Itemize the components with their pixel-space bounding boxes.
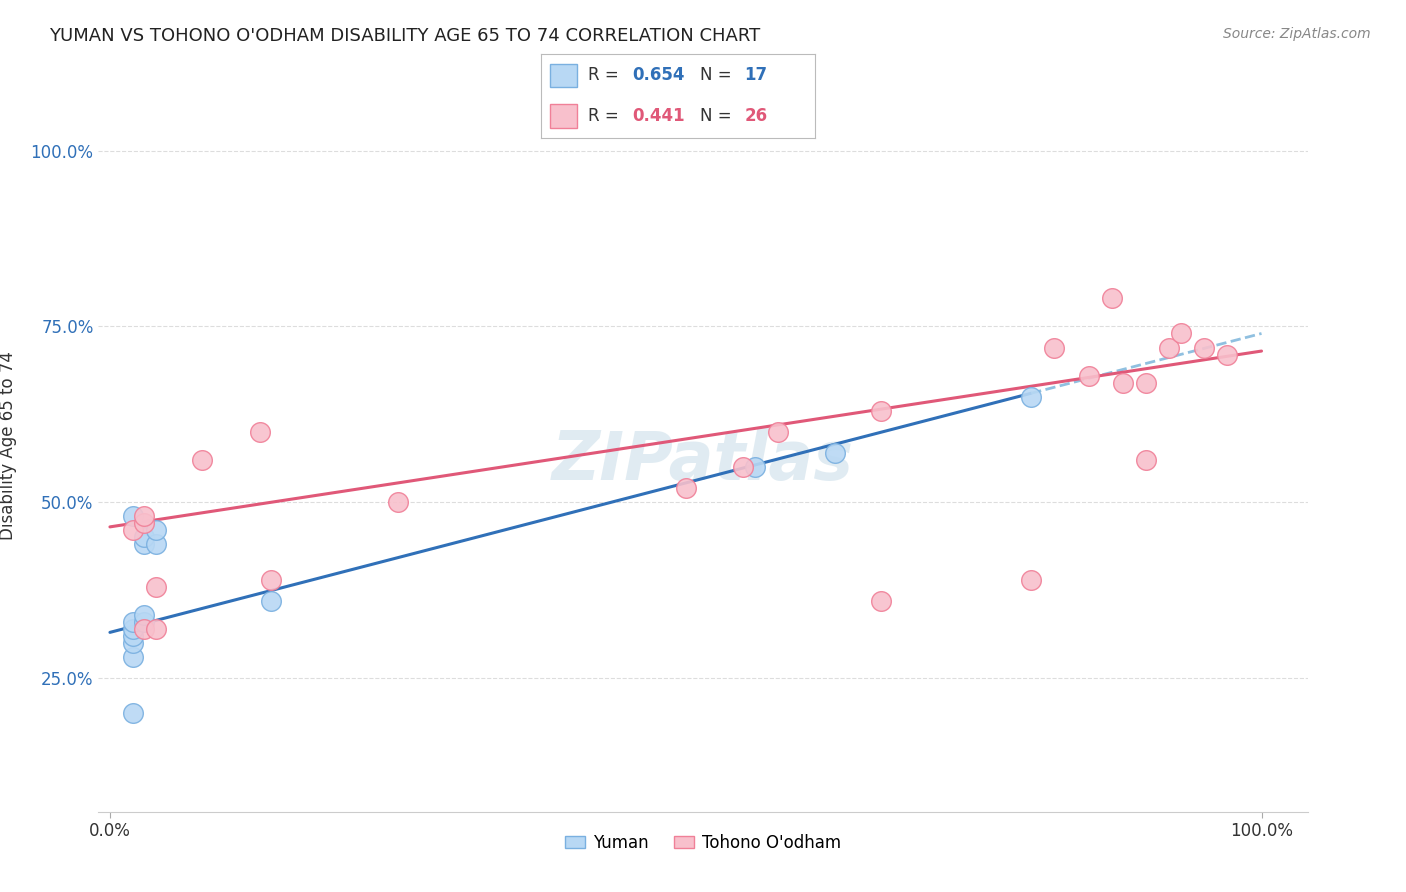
- Point: [122, 509, 145, 524]
- Text: ZIPatlas: ZIPatlas: [553, 427, 853, 493]
- Point: [134, 607, 156, 622]
- Point: [1077, 368, 1099, 383]
- Point: [122, 524, 145, 538]
- Text: 0.654: 0.654: [631, 66, 685, 84]
- Point: [733, 460, 755, 475]
- Text: 17: 17: [744, 66, 768, 84]
- Point: [134, 509, 156, 524]
- Point: [145, 537, 167, 551]
- Point: [766, 425, 789, 439]
- Point: [122, 629, 145, 643]
- Point: [122, 706, 145, 721]
- Point: [1019, 390, 1042, 404]
- Point: [134, 622, 156, 636]
- Point: [1216, 348, 1239, 362]
- Point: [145, 524, 167, 538]
- Point: [191, 453, 214, 467]
- Point: [134, 530, 156, 544]
- Point: [122, 615, 145, 629]
- Point: [134, 516, 156, 531]
- Point: [1019, 573, 1042, 587]
- Point: [1135, 376, 1157, 390]
- Text: 26: 26: [744, 107, 768, 125]
- Point: [260, 593, 283, 607]
- Point: [387, 495, 409, 509]
- Point: [675, 481, 697, 495]
- Point: [824, 446, 846, 460]
- Point: [1135, 453, 1157, 467]
- Point: [145, 622, 167, 636]
- Point: [870, 593, 893, 607]
- Text: N =: N =: [700, 107, 733, 125]
- Point: [260, 573, 283, 587]
- Point: [122, 622, 145, 636]
- Text: R =: R =: [588, 107, 619, 125]
- Text: Source: ZipAtlas.com: Source: ZipAtlas.com: [1223, 27, 1371, 41]
- Text: N =: N =: [700, 66, 733, 84]
- Bar: [550, 63, 576, 87]
- Point: [122, 636, 145, 650]
- Legend: Yuman, Tohono O'odham: Yuman, Tohono O'odham: [558, 827, 848, 858]
- Point: [249, 425, 271, 439]
- Point: [122, 650, 145, 665]
- Point: [1192, 341, 1215, 355]
- Point: [134, 537, 156, 551]
- Y-axis label: Disability Age 65 to 74: Disability Age 65 to 74: [0, 351, 17, 541]
- Point: [134, 615, 156, 629]
- Point: [870, 404, 893, 418]
- Point: [1043, 341, 1066, 355]
- Text: R =: R =: [588, 66, 619, 84]
- Bar: [550, 104, 576, 128]
- Point: [1159, 341, 1181, 355]
- Text: 0.441: 0.441: [631, 107, 685, 125]
- Point: [145, 580, 167, 594]
- Point: [744, 460, 766, 475]
- Point: [1112, 376, 1135, 390]
- Point: [1170, 326, 1192, 341]
- Point: [1101, 291, 1123, 305]
- Text: YUMAN VS TOHONO O'ODHAM DISABILITY AGE 65 TO 74 CORRELATION CHART: YUMAN VS TOHONO O'ODHAM DISABILITY AGE 6…: [49, 27, 761, 45]
